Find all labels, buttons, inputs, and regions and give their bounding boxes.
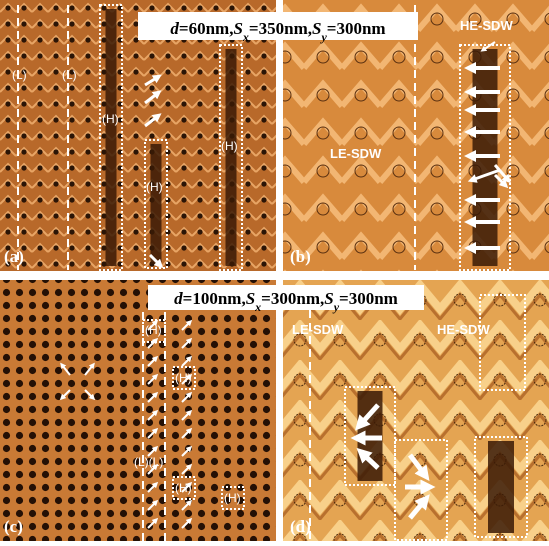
wall-marker: (L) — [62, 68, 77, 82]
panel-label: (a) — [4, 247, 24, 266]
panel-label: (d) — [290, 517, 311, 536]
caption-part: =100nm, — [183, 289, 246, 308]
caption-part: =300nm — [327, 19, 386, 38]
caption-part: =60nm, — [179, 19, 234, 38]
wall-marker: (H) — [224, 491, 241, 505]
domain-label: LE-SDW — [292, 322, 344, 337]
caption-part: S — [324, 289, 333, 308]
domain-label: HE-SDW — [460, 18, 513, 33]
wall-marker: (H) — [221, 139, 238, 153]
dark-stripe — [226, 49, 237, 266]
figure: d=60nm,Sx=350nm,Sy=300nmd=100nm,Sx=300nm… — [0, 0, 549, 541]
caption-part: x — [242, 30, 249, 44]
domain-label: LE-SDW — [330, 146, 382, 161]
wall-marker: (H) — [175, 371, 192, 385]
wall-marker: (H) — [175, 481, 192, 495]
wall-marker: (H) — [145, 323, 162, 337]
caption-part: =350nm, — [249, 19, 312, 38]
panel-label: (c) — [4, 517, 23, 536]
dark-stripe — [151, 144, 162, 264]
wall-marker: (H) — [102, 112, 119, 126]
domain-label: HE-SDW — [437, 322, 490, 337]
caption-part: S — [312, 19, 321, 38]
wall-marker: (H) — [146, 180, 163, 194]
caption-part: x — [254, 300, 261, 314]
dark-stripe — [106, 9, 117, 266]
wall-marker: (L)(L) — [134, 455, 163, 469]
panel-label: (b) — [290, 247, 311, 266]
caption-part: S — [233, 19, 242, 38]
caption-part: =300nm, — [261, 289, 324, 308]
caption-part: =300nm — [339, 289, 398, 308]
wall-marker: (L) — [12, 68, 27, 82]
dark-stripe — [488, 441, 514, 533]
caption-part: S — [246, 289, 255, 308]
